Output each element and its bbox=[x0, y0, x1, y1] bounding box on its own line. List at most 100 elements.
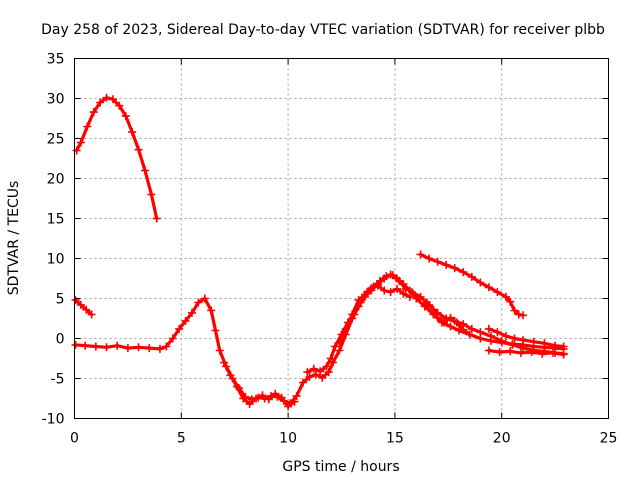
data-point bbox=[459, 325, 468, 334]
data-point bbox=[335, 346, 344, 355]
data-point bbox=[519, 311, 528, 320]
data-point bbox=[380, 286, 389, 295]
data-point bbox=[239, 394, 248, 403]
data-point bbox=[405, 292, 414, 301]
data-point bbox=[305, 372, 314, 381]
y-tick-label: 20 bbox=[47, 172, 65, 188]
data-point bbox=[442, 260, 451, 269]
data-point bbox=[284, 402, 293, 411]
data-point bbox=[162, 342, 171, 351]
series-arc-1 bbox=[72, 93, 161, 223]
data-point bbox=[508, 340, 517, 349]
data-point bbox=[226, 371, 235, 380]
x-tick-label: 0 bbox=[70, 431, 79, 447]
data-point bbox=[102, 93, 111, 102]
series-line bbox=[222, 360, 297, 409]
series-line bbox=[337, 284, 412, 345]
data-point bbox=[220, 358, 229, 367]
data-point bbox=[446, 322, 455, 331]
data-point bbox=[123, 344, 132, 353]
data-point bbox=[399, 289, 408, 298]
data-point bbox=[277, 393, 286, 402]
data-point bbox=[493, 328, 502, 337]
data-point bbox=[96, 98, 105, 107]
data-point bbox=[354, 296, 363, 305]
data-point bbox=[510, 334, 519, 343]
data-point bbox=[232, 382, 241, 391]
data-point bbox=[484, 324, 493, 333]
data-point bbox=[416, 250, 425, 259]
x-axis-label: GPS time / hours bbox=[282, 459, 399, 475]
series-line bbox=[418, 252, 525, 317]
y-tick-label: 35 bbox=[47, 52, 65, 68]
data-point bbox=[440, 318, 449, 327]
data-point bbox=[506, 297, 515, 306]
data-point bbox=[140, 166, 149, 175]
y-tick-label: -10 bbox=[42, 412, 65, 428]
data-point bbox=[128, 128, 137, 137]
data-point bbox=[382, 272, 391, 281]
data-point bbox=[551, 341, 560, 350]
series-line bbox=[410, 290, 566, 356]
data-point bbox=[484, 283, 493, 292]
data-point bbox=[271, 389, 280, 398]
data-point bbox=[115, 101, 124, 110]
data-point bbox=[348, 310, 357, 319]
data-point bbox=[519, 344, 528, 353]
data-point bbox=[487, 332, 496, 341]
y-tick-label: 0 bbox=[56, 332, 65, 348]
data-point bbox=[425, 254, 434, 263]
data-point bbox=[299, 378, 308, 387]
data-point bbox=[527, 348, 536, 357]
series-arc-5 bbox=[303, 271, 410, 377]
data-point bbox=[264, 395, 273, 404]
series-arc-8 bbox=[422, 298, 474, 339]
data-point bbox=[113, 341, 122, 350]
data-point bbox=[367, 284, 376, 293]
data-point bbox=[476, 328, 485, 337]
series-arc-9 bbox=[484, 324, 568, 351]
data-point bbox=[495, 348, 504, 357]
data-point bbox=[401, 284, 410, 293]
data-point bbox=[152, 214, 161, 223]
data-point bbox=[292, 392, 301, 401]
data-point bbox=[303, 368, 312, 377]
data-point bbox=[258, 391, 267, 400]
data-point bbox=[89, 108, 98, 117]
data-point bbox=[168, 334, 177, 343]
data-point bbox=[538, 349, 547, 358]
data-point bbox=[207, 306, 216, 315]
data-point bbox=[465, 330, 474, 339]
data-point bbox=[83, 122, 92, 131]
data-point bbox=[446, 313, 455, 322]
chart-title: Day 258 of 2023, Sidereal Day-to-day VTE… bbox=[41, 22, 605, 38]
data-point bbox=[559, 342, 568, 351]
data-point bbox=[375, 276, 384, 285]
data-point bbox=[360, 290, 369, 299]
data-point bbox=[433, 313, 442, 322]
data-point bbox=[416, 292, 425, 301]
data-point bbox=[194, 298, 203, 307]
data-point bbox=[529, 337, 538, 346]
data-point bbox=[559, 350, 568, 359]
data-point bbox=[147, 190, 156, 199]
data-point bbox=[91, 342, 100, 351]
data-point bbox=[433, 257, 442, 266]
data-point bbox=[519, 336, 528, 345]
y-tick-label: 15 bbox=[47, 212, 65, 228]
x-tick-label: 5 bbox=[177, 431, 186, 447]
data-point bbox=[175, 324, 184, 333]
data-point bbox=[71, 340, 80, 349]
series-line bbox=[75, 96, 159, 221]
y-tick-label: -5 bbox=[51, 372, 65, 388]
data-point bbox=[76, 300, 85, 309]
data-point bbox=[540, 339, 549, 348]
data-point bbox=[407, 288, 416, 297]
series-arc-6 bbox=[335, 281, 414, 347]
data-point bbox=[82, 305, 91, 314]
data-point bbox=[497, 336, 506, 345]
data-point bbox=[81, 341, 90, 350]
data-point bbox=[324, 368, 333, 377]
data-point bbox=[134, 343, 143, 352]
data-point bbox=[422, 298, 431, 307]
